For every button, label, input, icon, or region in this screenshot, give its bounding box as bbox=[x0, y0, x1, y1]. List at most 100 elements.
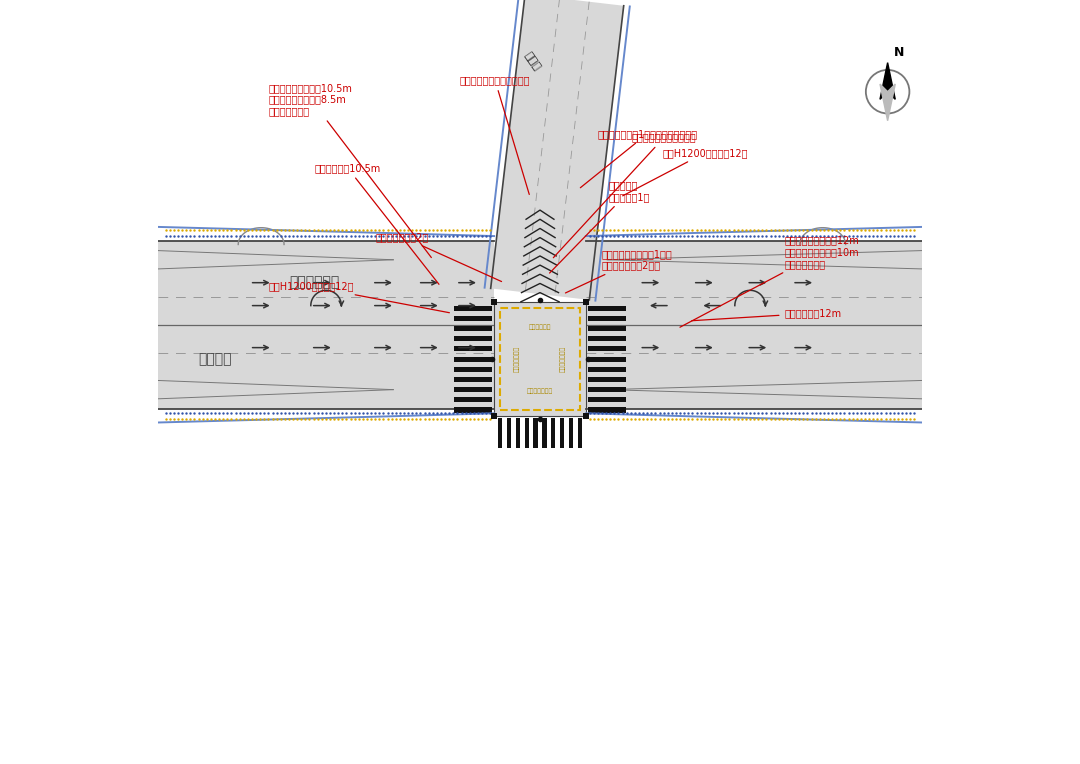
Point bbox=[799, 224, 816, 236]
Point bbox=[663, 413, 680, 426]
Point bbox=[663, 407, 680, 419]
Point bbox=[799, 413, 816, 426]
Point bbox=[651, 413, 669, 426]
Point bbox=[786, 413, 804, 426]
Point bbox=[679, 224, 697, 236]
Point bbox=[181, 224, 199, 236]
Point bbox=[243, 413, 260, 426]
Point bbox=[647, 407, 664, 419]
Point bbox=[634, 224, 651, 236]
Point bbox=[297, 224, 314, 236]
Point bbox=[651, 224, 669, 236]
Point bbox=[613, 230, 631, 242]
Point bbox=[473, 413, 490, 426]
Point bbox=[606, 224, 623, 236]
Point bbox=[697, 230, 714, 242]
Point bbox=[288, 407, 306, 419]
Point bbox=[729, 224, 746, 236]
Point bbox=[651, 407, 669, 419]
Point bbox=[288, 230, 306, 242]
Polygon shape bbox=[454, 407, 491, 413]
Point bbox=[886, 413, 903, 426]
Polygon shape bbox=[490, 0, 624, 300]
Point bbox=[593, 413, 610, 426]
Point bbox=[697, 413, 714, 426]
Point bbox=[865, 407, 882, 419]
Point bbox=[845, 407, 862, 419]
Point bbox=[659, 224, 676, 236]
Polygon shape bbox=[589, 377, 626, 382]
Point bbox=[889, 407, 906, 419]
Point bbox=[416, 230, 433, 242]
Point bbox=[260, 413, 278, 426]
Point bbox=[268, 224, 285, 236]
Point bbox=[411, 407, 429, 419]
Point bbox=[247, 407, 265, 419]
Point bbox=[754, 224, 771, 236]
Point bbox=[873, 413, 890, 426]
Point bbox=[738, 230, 755, 242]
Point bbox=[754, 407, 771, 419]
Point bbox=[795, 224, 812, 236]
Point bbox=[231, 224, 248, 236]
Point bbox=[284, 224, 301, 236]
Point bbox=[613, 407, 631, 419]
Point bbox=[215, 407, 232, 419]
Point bbox=[202, 413, 219, 426]
Point bbox=[906, 230, 923, 242]
Point bbox=[441, 224, 458, 236]
Point bbox=[424, 413, 442, 426]
Point bbox=[449, 413, 467, 426]
Point bbox=[897, 407, 915, 419]
Point bbox=[626, 407, 644, 419]
Point bbox=[202, 407, 219, 419]
Point bbox=[610, 230, 627, 242]
Point bbox=[322, 224, 339, 236]
Point bbox=[610, 413, 627, 426]
Point bbox=[247, 413, 265, 426]
Point bbox=[824, 413, 841, 426]
Point bbox=[165, 413, 183, 426]
Point bbox=[651, 230, 669, 242]
Point bbox=[750, 407, 767, 419]
Point bbox=[791, 224, 808, 236]
Point bbox=[593, 407, 610, 419]
Point bbox=[252, 407, 269, 419]
Point bbox=[667, 224, 685, 236]
Point bbox=[329, 224, 347, 236]
Point bbox=[350, 224, 367, 236]
Point bbox=[338, 413, 355, 426]
Point bbox=[643, 413, 660, 426]
Point bbox=[449, 224, 467, 236]
Point bbox=[391, 413, 408, 426]
Point bbox=[782, 407, 799, 419]
Point bbox=[256, 230, 273, 242]
Point bbox=[276, 230, 294, 242]
Point bbox=[758, 224, 775, 236]
Point bbox=[276, 407, 294, 419]
Point bbox=[301, 224, 319, 236]
Point bbox=[581, 407, 598, 419]
Point bbox=[170, 224, 187, 236]
Point bbox=[720, 230, 738, 242]
Point bbox=[786, 230, 804, 242]
Text: 新拆H1200京式护栏12米: 新拆H1200京式护栏12米 bbox=[623, 147, 747, 196]
Point bbox=[733, 230, 751, 242]
Polygon shape bbox=[525, 418, 529, 448]
Point bbox=[366, 413, 383, 426]
Point bbox=[243, 407, 260, 419]
Point bbox=[293, 230, 310, 242]
Point bbox=[774, 413, 792, 426]
Point bbox=[424, 224, 442, 236]
Point bbox=[334, 230, 351, 242]
Point bbox=[165, 407, 183, 419]
Point bbox=[581, 230, 598, 242]
Point bbox=[613, 413, 631, 426]
Point bbox=[820, 407, 837, 419]
Point bbox=[704, 407, 721, 419]
Point bbox=[886, 230, 903, 242]
Point bbox=[750, 230, 767, 242]
Polygon shape bbox=[454, 387, 491, 392]
Point bbox=[729, 407, 746, 419]
Polygon shape bbox=[880, 63, 895, 99]
